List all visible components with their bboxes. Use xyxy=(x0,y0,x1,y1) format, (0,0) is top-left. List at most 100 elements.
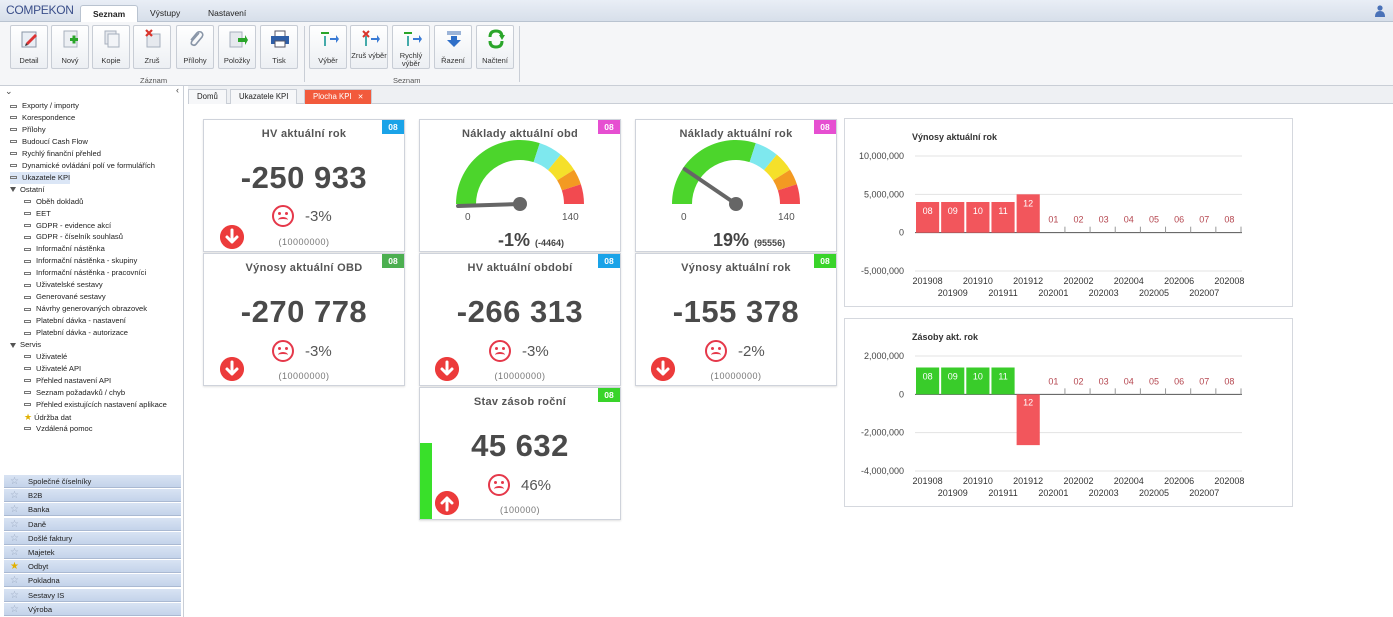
sidebar-item[interactable]: Návrhy generovaných obrazovek xyxy=(24,303,147,315)
sidebar-item[interactable]: Platební dávka - nastavení xyxy=(24,315,126,327)
bar xyxy=(966,202,990,233)
gauge-chart xyxy=(456,140,584,211)
reload-button[interactable]: Načtení xyxy=(476,25,514,69)
sidebar-item[interactable]: Vzdálená pomoc xyxy=(24,423,93,435)
sidebar-item[interactable]: Ostatní xyxy=(10,184,44,196)
new-button[interactable]: Nový xyxy=(51,25,89,69)
sidebar-item[interactable]: Přehled existujících nastavení aplikace xyxy=(24,399,167,411)
sidebar-item[interactable]: Budoucí Cash Flow xyxy=(10,136,88,148)
module-item[interactable]: ☆ Došlé faktury xyxy=(4,531,181,545)
tab-nastaveni[interactable]: Nastavení xyxy=(208,8,247,18)
tile-title: Výnosy aktuální OBD xyxy=(245,262,363,274)
print-button[interactable]: Tisk xyxy=(260,25,298,69)
quick-filter-button[interactable]: Rychlý výběr xyxy=(392,25,430,69)
sidebar-item[interactable]: Rychlý finanční přehled xyxy=(10,148,101,160)
sidebar-item[interactable]: EET xyxy=(24,208,51,220)
filter-button[interactable]: Výběr xyxy=(309,25,347,69)
star-icon[interactable]: ☆ xyxy=(10,589,19,601)
sidebar-item[interactable]: Přílohy xyxy=(10,124,46,136)
star-icon[interactable]: ☆ xyxy=(10,575,19,587)
kpi-gauge-naklady-rok[interactable]: Náklady aktuální rok 08 0 140 19% (95556… xyxy=(635,119,837,252)
sidebar-item[interactable]: GDPR - evidence akcí xyxy=(24,220,111,232)
tab-vystupy[interactable]: Výstupy xyxy=(150,8,181,18)
sidebar-item[interactable]: Dynamické ovládání polí ve formulářích xyxy=(10,160,155,172)
sidebar-item[interactable]: Oběh dokladů xyxy=(24,196,83,208)
x-tick-label: 201911 xyxy=(988,488,1017,498)
sidebar-item[interactable]: Korespondence xyxy=(10,112,75,124)
sidebar-item[interactable]: Exporty / importy xyxy=(10,100,79,112)
sidebar-item-label: EET xyxy=(36,208,51,218)
kpi-tile-hv-obdobi[interactable]: HV aktuální období 08 -266 313 -3% (1000… xyxy=(419,253,621,386)
module-label: Banka xyxy=(28,505,50,515)
collapse-left-icon[interactable]: ‹ xyxy=(176,85,179,95)
sort-button[interactable]: Řazení xyxy=(434,25,472,69)
module-item[interactable]: ☆ Výroba xyxy=(4,602,181,616)
star-icon[interactable]: ☆ xyxy=(10,603,19,615)
module-label: B2B xyxy=(28,491,43,501)
module-item[interactable]: ☆ Pokladna xyxy=(4,574,181,588)
sidebar-item[interactable]: Informační nástěnka xyxy=(24,243,105,255)
kpi-tile-stav-zasob[interactable]: Stav zásob roční 08 45 632 46% (100000) xyxy=(419,387,621,520)
tab-ukazatele-kpi[interactable]: Ukazatele KPI xyxy=(230,89,298,104)
sidebar-item[interactable]: Ukazatele KPI xyxy=(10,171,71,184)
sidebar-item[interactable]: Uživatelské sestavy xyxy=(24,279,103,291)
y-tick-label: -4,000,000 xyxy=(861,466,904,476)
x-tick-label: 201911 xyxy=(988,288,1017,298)
tab-plocha-kpi[interactable]: Plocha KPI ✕ xyxy=(304,89,373,104)
delete-button[interactable]: Zruš xyxy=(133,25,171,69)
kpi-gauge-naklady-obd[interactable]: Náklady aktuální obd 08 0 140 -1% (-4464… xyxy=(419,119,621,252)
sidebar-item[interactable]: Informační nástěnka - pracovníci xyxy=(24,267,146,279)
sidebar-item[interactable]: Uživatelé xyxy=(24,351,67,363)
star-icon[interactable]: ☆ xyxy=(10,532,19,544)
sad-face-icon xyxy=(488,474,510,496)
module-item[interactable]: ★ Odbyt xyxy=(4,560,181,574)
delete-label: Zruš xyxy=(144,56,160,65)
x-tick-label: 202003 xyxy=(1089,488,1119,498)
module-item[interactable]: ☆ Daně xyxy=(4,517,181,531)
sidebar-item[interactable]: ★ Údržba dat xyxy=(24,411,71,423)
gauge-segment xyxy=(764,154,791,181)
close-icon[interactable]: ✕ xyxy=(357,94,364,101)
module-item[interactable]: ☆ Banka xyxy=(4,503,181,517)
cancel-filter-button[interactable]: Zruš výběr xyxy=(350,25,388,69)
reload-label: Načtení xyxy=(482,56,508,65)
kpi-tile-vynosy-rok[interactable]: Výnosy aktuální rok 08 -155 378 -2% (100… xyxy=(635,253,837,386)
module-item[interactable]: ☆ B2B xyxy=(4,489,181,503)
sidebar-item[interactable]: Přehled nastavení API xyxy=(24,375,111,387)
sidebar-item[interactable]: Platební dávka - autorizace xyxy=(24,327,128,339)
sidebar-item-label: Seznam požadavků / chyb xyxy=(36,387,126,397)
x-tick-label: 202007 xyxy=(1189,288,1219,298)
x-tick-label: 202005 xyxy=(1139,288,1169,298)
star-icon[interactable]: ★ xyxy=(10,561,19,573)
sidebar-item[interactable]: Informační nástěnka - skupiny xyxy=(24,255,137,267)
sidebar-item[interactable]: Uživatelé API xyxy=(24,363,81,375)
detail-button[interactable]: Detail xyxy=(10,25,48,69)
chevron-down-icon[interactable]: ⌄ xyxy=(5,86,13,96)
star-icon[interactable]: ☆ xyxy=(10,476,19,487)
star-icon[interactable]: ☆ xyxy=(10,518,19,530)
gauge-hub xyxy=(729,197,743,211)
user-icon[interactable] xyxy=(1375,5,1385,17)
copy-button[interactable]: Kopie xyxy=(92,25,130,69)
kpi-tile-hv-rok[interactable]: HV aktuální rok 08 -250 933 -3% (1000000… xyxy=(203,119,405,252)
module-item[interactable]: ☆ Společné číselníky xyxy=(4,475,181,488)
tab-home[interactable]: Domů xyxy=(188,89,227,104)
sidebar-item[interactable]: GDPR - číselník souhlasů xyxy=(24,231,123,243)
period-badge: 08 xyxy=(814,120,836,134)
star-icon[interactable]: ☆ xyxy=(10,547,19,558)
sidebar-item[interactable]: Servis xyxy=(10,339,41,351)
tab-seznam[interactable]: Seznam xyxy=(80,5,139,22)
items-button[interactable]: Položky xyxy=(218,25,256,69)
star-icon[interactable]: ☆ xyxy=(10,504,19,516)
module-item[interactable]: ☆ Sestavy IS xyxy=(4,588,181,602)
gauge-amount: (-4464) xyxy=(535,238,565,248)
item-icon xyxy=(24,200,31,204)
sidebar-item[interactable]: Generované sestavy xyxy=(24,291,106,303)
gauge-segment xyxy=(672,140,756,204)
module-item[interactable]: ☆ Majetek xyxy=(4,546,181,559)
attachments-button[interactable]: Přílohy xyxy=(176,25,214,69)
top-bar: COMPEKON Seznam Výstupy Nastavení xyxy=(0,0,1393,22)
star-icon[interactable]: ☆ xyxy=(10,490,19,502)
sidebar-item[interactable]: Seznam požadavků / chyb xyxy=(24,387,125,399)
kpi-tile-vynosy-obd[interactable]: Výnosy aktuální OBD 08 -270 778 -3% (100… xyxy=(203,253,405,386)
